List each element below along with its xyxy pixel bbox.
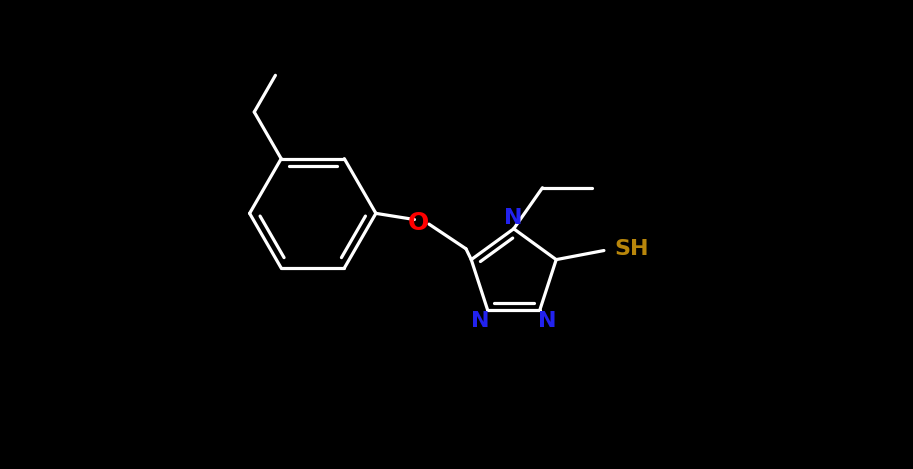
Text: N: N	[505, 208, 523, 228]
Text: N: N	[471, 311, 489, 331]
Text: N: N	[538, 311, 556, 331]
Text: SH: SH	[614, 239, 648, 259]
Text: O: O	[407, 211, 429, 234]
